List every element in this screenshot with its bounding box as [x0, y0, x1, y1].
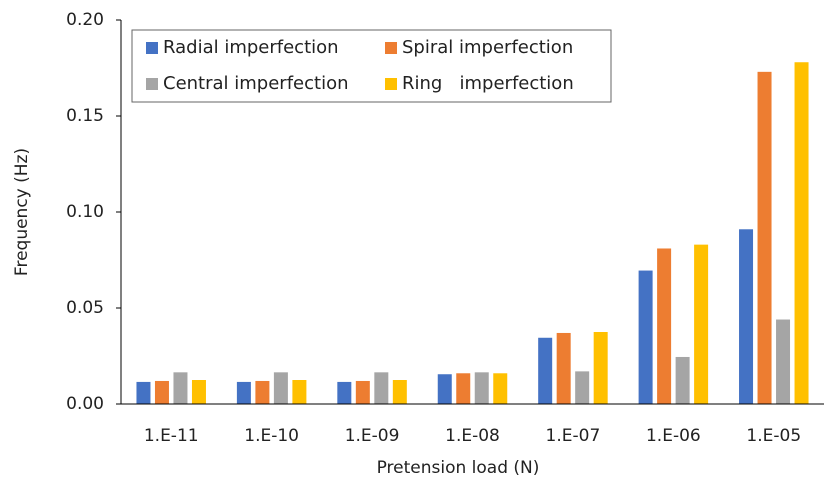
- x-tick-label: 1.E-10: [244, 426, 299, 446]
- bar: [638, 270, 653, 404]
- legend-box: [131, 29, 612, 103]
- bar: [757, 71, 772, 404]
- legend-swatch: [385, 42, 397, 54]
- x-tick-label: 1.E-11: [144, 426, 199, 446]
- bar: [575, 371, 590, 404]
- x-tick-label: 1.E-06: [646, 426, 701, 446]
- bar: [337, 381, 352, 404]
- bar: [657, 248, 672, 404]
- bar: [675, 356, 690, 404]
- bar: [456, 373, 471, 404]
- bar: [136, 381, 151, 404]
- bar: [776, 319, 791, 404]
- legend-label: Ring imperfection: [402, 73, 574, 94]
- legend-label: Radial imperfection: [163, 37, 339, 58]
- x-axis-title: Pretension load (N): [377, 458, 540, 478]
- bar: [273, 372, 288, 404]
- bar: [236, 381, 251, 404]
- legend-swatch: [385, 78, 397, 90]
- bar: [493, 373, 508, 404]
- y-tick-label: 0.15: [66, 106, 104, 126]
- y-tick-label: 0.00: [66, 394, 104, 414]
- x-tick-label: 1.E-09: [345, 426, 400, 446]
- bar: [374, 372, 389, 404]
- x-tick-label: 1.E-07: [546, 426, 601, 446]
- bar: [355, 380, 370, 404]
- bar: [437, 374, 452, 404]
- y-tick-label: 0.20: [66, 10, 104, 30]
- legend-label: Spiral imperfection: [402, 37, 573, 58]
- bar: [556, 332, 571, 404]
- bar: [173, 372, 188, 404]
- legend-swatch: [146, 42, 158, 54]
- bar: [694, 244, 709, 404]
- bar: [292, 380, 307, 404]
- bar: [154, 380, 169, 404]
- bar: [191, 380, 206, 404]
- bar: [255, 380, 270, 404]
- bar: [593, 332, 608, 404]
- bar: [794, 62, 809, 405]
- bar: [474, 372, 489, 404]
- y-axis-title: Frequency (Hz): [12, 148, 32, 276]
- bar: [739, 229, 754, 404]
- x-tick-label: 1.E-05: [746, 426, 801, 446]
- y-tick-label: 0.05: [66, 298, 104, 318]
- legend-swatch: [146, 78, 158, 90]
- bar: [392, 380, 407, 404]
- x-tick-label: 1.E-08: [445, 426, 500, 446]
- y-tick-label: 0.10: [66, 202, 104, 222]
- bar: [538, 337, 553, 404]
- legend-label: Central imperfection: [163, 73, 348, 94]
